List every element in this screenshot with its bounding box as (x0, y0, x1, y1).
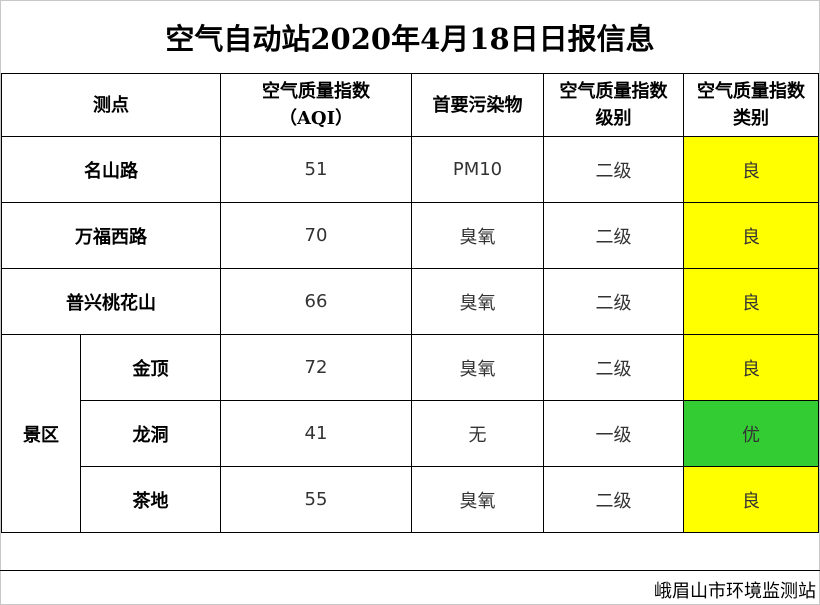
aqi-level: 一级 (543, 400, 684, 467)
aqi-category: 良 (683, 334, 819, 401)
aqi-level: 二级 (543, 136, 684, 203)
footer-org: 峨眉山市环境监测站 (654, 581, 816, 602)
table-row: 茶地 55 臭氧 二级 良 (2, 466, 819, 533)
aqi-level: 二级 (543, 268, 684, 335)
site-name: 龙洞 (80, 400, 221, 467)
aqi-level: 二级 (543, 202, 684, 269)
aqi-level: 二级 (543, 466, 684, 533)
table-row: 万福西路 70 臭氧 二级 良 (1, 202, 819, 269)
aqi-category: 优 (683, 400, 819, 467)
aqi-level: 二级 (543, 334, 684, 401)
site-name: 名山路 (1, 136, 221, 203)
site-name: 金顶 (80, 334, 221, 401)
primary-pollutant: 臭氧 (411, 268, 544, 335)
aqi-category: 良 (683, 466, 819, 533)
table-row: 景区 金顶 72 臭氧 二级 良 (1, 334, 819, 533)
site-name: 普兴桃花山 (1, 268, 221, 335)
header-aqi-line1: 空气质量指数 (262, 81, 370, 102)
header-category-line2: 类别 (733, 108, 769, 129)
scenic-group-label: 景区 (1, 334, 81, 533)
header-category: 空气质量指数 类别 (683, 73, 819, 137)
header-level-line1: 空气质量指数 (559, 81, 668, 102)
aqi-value: 72 (220, 334, 412, 401)
aqi-table: 测点 空气质量指数 （AQI） 首要污染物 空气质量指数 级别 空气质量指数 类… (1, 73, 819, 533)
primary-pollutant: 无 (411, 400, 544, 467)
site-name: 茶地 (80, 466, 221, 533)
aqi-category: 良 (683, 202, 819, 269)
report-title: 空气自动站2020年4月18日日报信息 (165, 22, 655, 56)
footer-divider (0, 570, 820, 571)
aqi-value: 70 (220, 202, 412, 269)
header-pollutant: 首要污染物 (411, 73, 544, 137)
table-row: 名山路 51 PM10 二级 良 (1, 136, 819, 203)
aqi-category: 良 (683, 268, 819, 335)
header-category-line1: 空气质量指数 (697, 81, 805, 102)
aqi-category: 良 (683, 136, 819, 203)
table-row: 龙洞 41 无 一级 优 (2, 400, 819, 467)
aqi-value: 55 (220, 466, 412, 533)
aqi-value: 41 (220, 400, 412, 467)
header-level: 空气质量指数 级别 (543, 73, 684, 137)
site-name: 万福西路 (1, 202, 221, 269)
header-aqi-line2: （AQI） (278, 108, 354, 129)
header-aqi: 空气质量指数 （AQI） (220, 73, 412, 137)
primary-pollutant: 臭氧 (411, 466, 544, 533)
table-row: 普兴桃花山 66 臭氧 二级 良 (1, 268, 819, 335)
primary-pollutant: 臭氧 (411, 202, 544, 269)
aqi-value: 66 (220, 268, 412, 335)
table-header-row: 测点 空气质量指数 （AQI） 首要污染物 空气质量指数 级别 空气质量指数 类… (1, 73, 819, 137)
header-site: 测点 (1, 73, 221, 137)
primary-pollutant: PM10 (411, 136, 544, 203)
primary-pollutant: 臭氧 (411, 334, 544, 401)
header-level-line2: 级别 (595, 108, 632, 129)
aqi-value: 51 (220, 136, 412, 203)
